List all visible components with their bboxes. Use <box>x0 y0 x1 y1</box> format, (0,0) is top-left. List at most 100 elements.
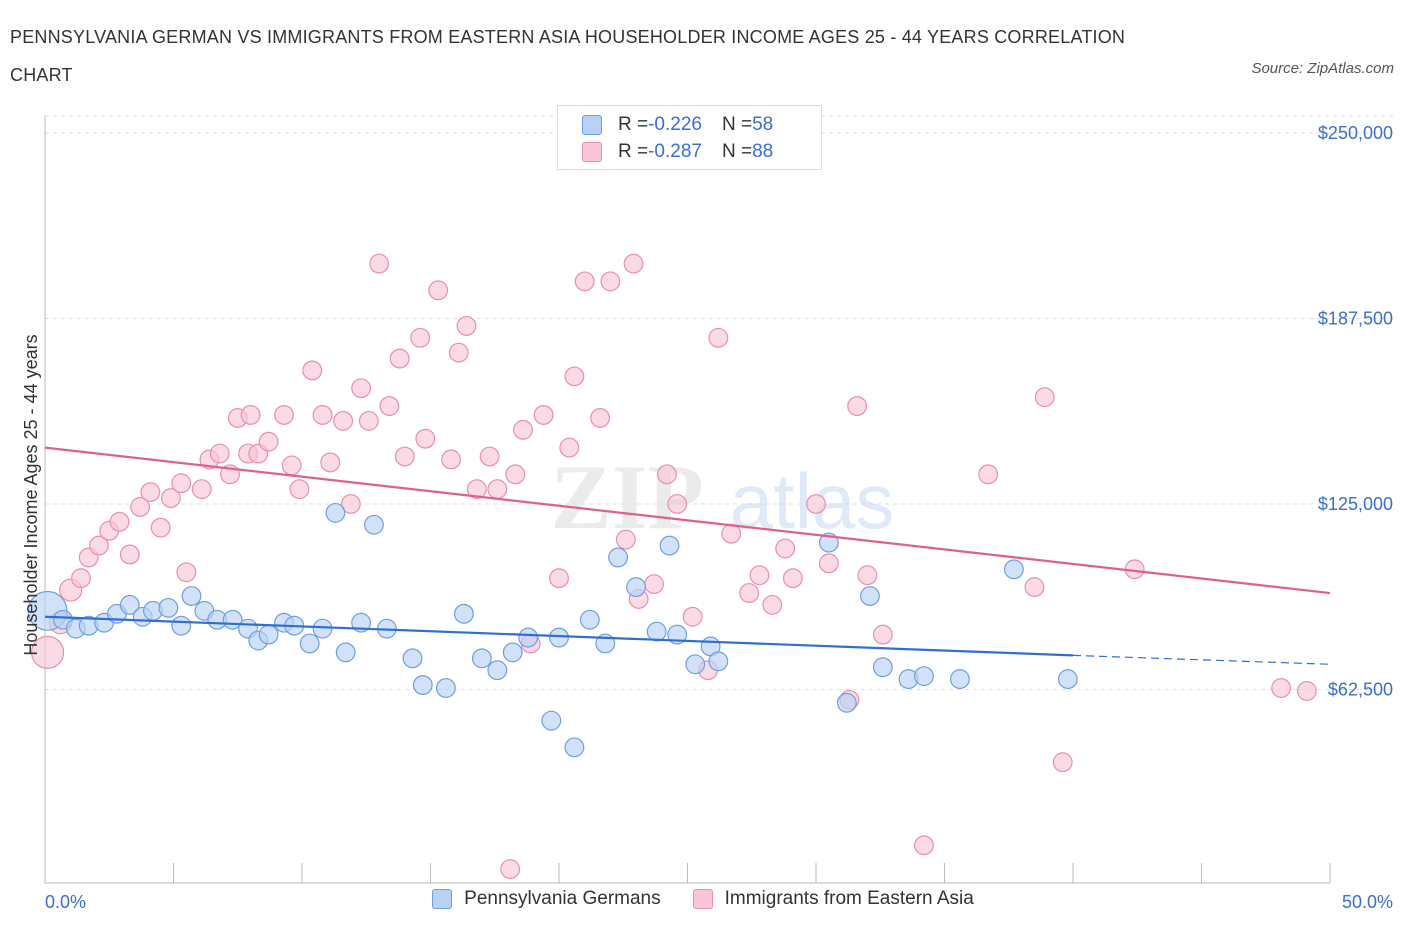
pink-data-point <box>302 360 323 381</box>
pink-data-point <box>333 410 354 431</box>
blue-data-point <box>646 621 667 642</box>
pink-data-point <box>749 565 770 586</box>
pink-data-point <box>914 835 934 856</box>
blue-data-point <box>579 609 600 630</box>
pink-data-point <box>1296 681 1317 701</box>
pink-data-point <box>775 538 796 559</box>
pink-data-point <box>505 464 526 485</box>
pink-data-point <box>410 327 431 348</box>
n-value: 88 <box>752 141 774 162</box>
blue-data-point <box>518 627 539 648</box>
blue-data-point <box>914 666 934 687</box>
blue-data-point <box>626 577 647 598</box>
r-label: R = <box>618 114 649 135</box>
pink-data-point <box>340 494 361 514</box>
blue-data-point <box>171 615 192 636</box>
blue-trend-extension <box>1072 654 1331 665</box>
r-label: R = <box>618 141 649 162</box>
pink-data-point <box>782 568 803 589</box>
pink-data-point <box>358 410 379 431</box>
legend-row-pink: R = -0.287 N = 88 <box>582 140 773 164</box>
trend-lines <box>44 446 1331 665</box>
pink-data-point <box>600 271 621 292</box>
pink-data-point <box>89 535 109 556</box>
pink-data-point <box>119 544 140 565</box>
pink-data-point <box>441 449 461 470</box>
pink-data-point <box>739 583 760 603</box>
pink-data-point <box>456 315 477 336</box>
pink-data-point <box>559 437 580 458</box>
pink-data-point <box>281 455 302 476</box>
legend-label: Immigrants from Eastern Asia <box>724 888 974 909</box>
pink-data-point <box>176 562 197 583</box>
pink-data-point <box>549 568 569 589</box>
pink-data-point <box>240 405 261 425</box>
grid <box>45 115 1393 690</box>
pink-data-point <box>394 446 415 467</box>
pink-data-point <box>806 494 826 514</box>
pink-data-point <box>1024 577 1045 598</box>
pink-data-point <box>466 479 487 500</box>
pink-data-point <box>171 473 192 494</box>
x-tick-max: 50.0% <box>1342 892 1393 912</box>
pink-data-point <box>274 405 294 425</box>
blue-data-point <box>453 603 474 624</box>
blue-data-point <box>158 597 179 618</box>
pink-data-point <box>872 624 893 645</box>
pink-data-point <box>150 517 171 538</box>
correlation-legend: R = -0.226 N = 58 R = -0.287 N = 88 <box>557 105 822 170</box>
pink-data-point <box>847 396 868 416</box>
pink-data-point <box>708 327 729 348</box>
r-value: -0.226 <box>648 114 702 135</box>
blue-data-point <box>487 660 508 681</box>
legend-item-pennsylvania-germans[interactable]: Pennsylvania Germans <box>432 888 661 910</box>
pink-data-point <box>209 443 230 464</box>
pink-data-point <box>289 479 310 500</box>
blue-data-point <box>949 669 970 690</box>
blue-data-point <box>335 642 356 663</box>
blue-data-point <box>412 675 433 695</box>
pink-data-point <box>533 405 554 425</box>
pink-data-point <box>389 348 410 369</box>
n-value: 58 <box>752 114 774 135</box>
pink-data-point <box>762 594 783 615</box>
pink-data-point <box>682 606 703 627</box>
blue-data-point <box>659 535 680 556</box>
pink-data-point <box>487 479 508 500</box>
axes <box>44 116 1331 884</box>
n-label: N = <box>721 141 753 162</box>
pink-data-point <box>590 407 611 428</box>
pink-data-point <box>160 488 181 508</box>
legend-item-immigrants-eastern-asia[interactable]: Immigrants from Eastern Asia <box>692 888 974 910</box>
blue-data-point <box>502 642 523 663</box>
pink-data-point <box>644 574 665 595</box>
y-tick-label: $62,500 <box>1328 680 1393 700</box>
pink-data-point <box>415 428 436 449</box>
legend-label: Pennsylvania Germans <box>464 888 661 909</box>
pink-series <box>30 253 1317 879</box>
blue-data-point <box>872 657 893 678</box>
r-value: -0.287 <box>648 141 702 162</box>
blue-data-point <box>608 547 629 568</box>
blue-trend-line <box>44 615 1074 657</box>
pink-data-point <box>1052 752 1073 773</box>
pink-data-point <box>30 635 65 670</box>
y-tick-label: $250,000 <box>1318 123 1393 143</box>
blue-data-point <box>181 586 202 606</box>
pink-swatch <box>692 889 713 909</box>
pink-trend-line <box>44 446 1331 595</box>
pink-data-point <box>369 253 390 274</box>
pink-data-point <box>140 482 161 503</box>
pink-data-point <box>1271 678 1292 698</box>
blue-swatch <box>582 115 602 135</box>
pink-data-point <box>71 568 91 589</box>
pink-data-point <box>448 342 469 363</box>
pink-data-point <box>320 452 341 473</box>
blue-data-point <box>299 633 320 654</box>
blue-data-point <box>1003 559 1024 580</box>
pink-data-point <box>818 553 839 574</box>
pink-data-point <box>513 419 533 440</box>
blue-data-point <box>258 624 279 645</box>
blue-data-point <box>685 654 706 675</box>
